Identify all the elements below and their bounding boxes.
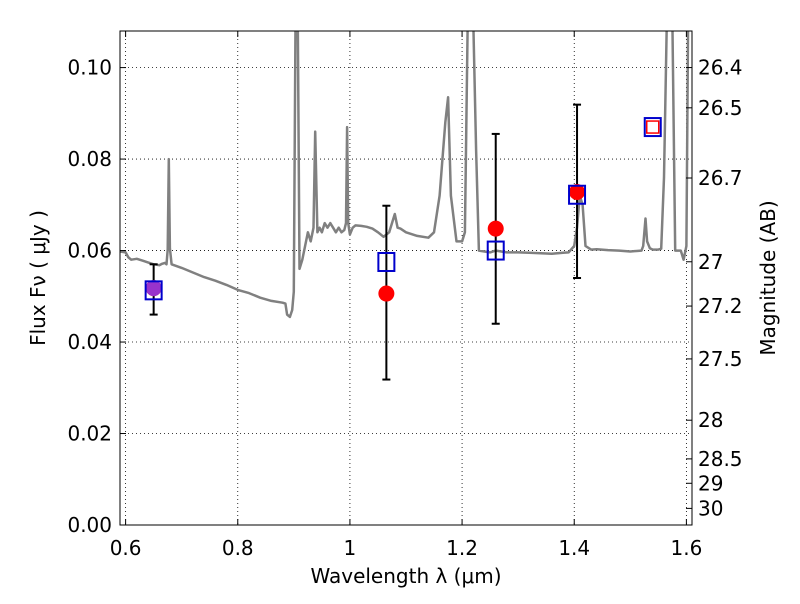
x-tick-label: 0.6 [110,536,142,560]
observed-point [569,184,586,201]
y-tick-label: 0.00 [67,513,112,537]
x-tick-label: 0.8 [222,536,254,560]
magnitude-tick-label: 28 [698,408,723,432]
magnitude-tick-label: 28.5 [698,447,743,471]
y-tick-label: 0.10 [67,56,112,80]
x-tick-label: 1.2 [446,536,478,560]
model-photometry-square [568,184,587,205]
y-axis-label-right: Magnitude (AB) [756,200,780,355]
magnitude-tick-label: 27.5 [698,347,743,371]
extra-marker [645,120,660,134]
model-photometry-square [144,280,163,301]
magnitude-tick-label: 29 [698,471,723,495]
x-axis-label: Wavelength λ (μm) [310,564,501,588]
plot-frame [119,30,693,526]
plot-area [120,31,690,381]
magnitude-tick-label: 26.5 [698,96,743,120]
model-photometry-square [643,117,662,138]
x-tick-label: 1.4 [558,536,590,560]
magnitude-tick-label: 30 [698,496,723,520]
y-axis-label: Flux Fν ( μJy ) [26,210,50,346]
x-tick-label: 1 [344,536,357,560]
y-tick-label: 0.08 [67,147,112,171]
model-photometry-square [486,240,505,261]
y-tick-label: 0.06 [67,239,112,263]
y-tick-label: 0.02 [67,422,112,446]
magnitude-tick-label: 26.4 [698,56,743,80]
x-tick-label: 1.6 [670,536,702,560]
magnitude-tick-label: 27.2 [698,294,743,318]
observed-point [487,220,504,237]
model-spectrum-line [120,31,690,319]
observed-point [378,285,395,302]
magnitude-tick-label: 26.7 [698,166,743,190]
purple-point [145,280,162,297]
magnitude-tick-label: 27 [698,250,723,274]
y-tick-label: 0.04 [67,330,112,354]
model-photometry-square [377,251,396,272]
